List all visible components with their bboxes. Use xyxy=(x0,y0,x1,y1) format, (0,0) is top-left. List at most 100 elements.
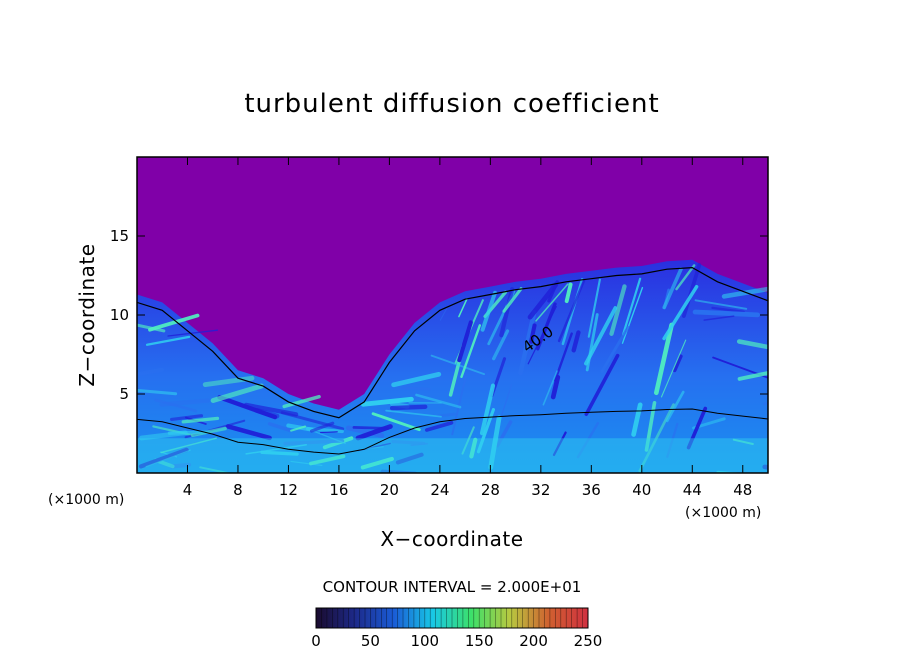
y-tick-label: 5 xyxy=(119,385,129,403)
turbulence-streak xyxy=(309,454,346,466)
x-tick-label: 16 xyxy=(329,481,348,499)
turbulence-streak xyxy=(430,354,486,376)
turbulence-streak xyxy=(529,323,537,344)
turbulence-streak xyxy=(600,325,630,374)
turbulence-streak xyxy=(492,329,510,361)
turbulence-streak xyxy=(584,353,620,417)
turbulence-streak xyxy=(499,287,515,338)
turbulence-streak xyxy=(737,370,768,381)
turbulence-streak xyxy=(518,309,537,376)
turbulence-streak xyxy=(137,389,178,396)
turbulence-streak xyxy=(609,284,627,336)
turbulence-streak xyxy=(638,403,675,473)
x-tick-label: 12 xyxy=(279,481,298,499)
turbulence-streak xyxy=(410,442,428,446)
x-tick-label: 36 xyxy=(582,481,601,499)
x-tick-label: 44 xyxy=(683,481,702,499)
x-unit-left: (×1000 m) xyxy=(48,492,124,508)
turbulence-streak xyxy=(169,462,192,469)
x-tick-label: 4 xyxy=(183,481,193,499)
turbulence-streak xyxy=(385,409,442,418)
turbulence-streak xyxy=(439,306,449,321)
turbulence-streak xyxy=(391,440,426,445)
turbulence-streak xyxy=(309,429,346,445)
turbulence-streak xyxy=(694,299,748,310)
turbulence-streak xyxy=(672,354,683,373)
turbulence-streak xyxy=(202,375,255,388)
contour-lines xyxy=(137,266,768,455)
turbulence-streak xyxy=(290,460,323,466)
turbulence-streak xyxy=(181,416,220,424)
turbulence-streak xyxy=(686,406,708,450)
turbulent-region xyxy=(137,259,768,473)
turbulence-streak xyxy=(360,396,414,407)
y-axis-label: Z−coordinate xyxy=(75,243,99,386)
turbulence-streak xyxy=(395,452,424,465)
turbulence-streak xyxy=(502,287,523,313)
turbulence-streak xyxy=(137,367,164,377)
turbulence-streak xyxy=(553,332,573,382)
turbulence-streak xyxy=(435,412,457,418)
turbulence-streak xyxy=(290,425,307,432)
turbulence-streak xyxy=(469,437,478,459)
colorbar-tick-label: 250 xyxy=(574,632,603,650)
turbulence-streak xyxy=(160,437,217,454)
contour-line xyxy=(137,408,768,455)
colorbar-tick-label: 100 xyxy=(410,632,439,650)
x-tick-label: 40 xyxy=(632,481,651,499)
turbulence-streak xyxy=(260,450,299,456)
turbulence-streak xyxy=(424,420,454,432)
turbulence-streak xyxy=(703,315,735,321)
colorbar-tick-label: 200 xyxy=(519,632,548,650)
turbulence-streak xyxy=(585,313,599,372)
turbulence-streak xyxy=(665,390,685,423)
turbulence-streak xyxy=(495,420,513,448)
turbulence-streak xyxy=(653,322,674,396)
turbulence-streak xyxy=(310,421,335,433)
turbulence-streak xyxy=(145,335,191,346)
y-tick-label: 10 xyxy=(110,306,129,324)
turbulence-streak xyxy=(355,424,393,441)
y-axis-ticks: 5 10 15 xyxy=(110,227,768,403)
turbulence-streak xyxy=(527,306,557,365)
turbulence-streak xyxy=(243,402,299,417)
turbulence-streak xyxy=(675,264,696,291)
surface-band xyxy=(137,438,768,473)
x-tick-label: 48 xyxy=(733,481,752,499)
x-tick-label: 32 xyxy=(531,481,550,499)
turbulence-streak xyxy=(631,402,643,437)
x-axis-ticks: 4 8 12 16 20 24 28 32 36 40 44 48 xyxy=(183,157,752,499)
turbulence-streak xyxy=(461,426,475,455)
turbulence-streak xyxy=(552,431,567,457)
turbulence-streak xyxy=(451,375,467,436)
turbulence-streak xyxy=(148,313,200,332)
x-axis-label: X−coordinate xyxy=(380,527,523,551)
turbulence-streaks xyxy=(137,263,768,473)
turbulence-streak xyxy=(480,290,497,332)
turbulence-streak xyxy=(167,329,219,337)
turbulence-streak xyxy=(460,324,481,378)
turbulence-streak xyxy=(557,278,586,343)
x-unit-right: (×1000 m) xyxy=(685,505,761,521)
chart-title: turbulent diffusion coefficient xyxy=(244,89,659,119)
turbulence-streak xyxy=(457,320,473,363)
turbulence-streak xyxy=(282,394,321,409)
x-tick-label: 24 xyxy=(430,481,449,499)
turbulence-streak xyxy=(692,309,760,318)
turbulence-streak xyxy=(199,466,233,473)
turbulence-streak xyxy=(732,438,754,445)
turbulence-streak xyxy=(371,412,421,432)
turbulence-streak xyxy=(389,404,428,411)
turbulence-streak xyxy=(666,422,679,458)
turbulence-streak xyxy=(711,306,745,313)
turbulence-streak xyxy=(542,370,558,406)
turbulence-streak xyxy=(225,424,272,441)
colorbar-stripes xyxy=(315,608,589,628)
turbulence-streak xyxy=(159,398,211,407)
turbulence-streak xyxy=(283,439,345,446)
turbulence-streak xyxy=(662,267,683,310)
turbulence-streak xyxy=(360,456,394,470)
turbulence-streak xyxy=(138,447,189,469)
colorbar-tick-label: 0 xyxy=(311,632,321,650)
turbulence-streak xyxy=(736,339,768,350)
